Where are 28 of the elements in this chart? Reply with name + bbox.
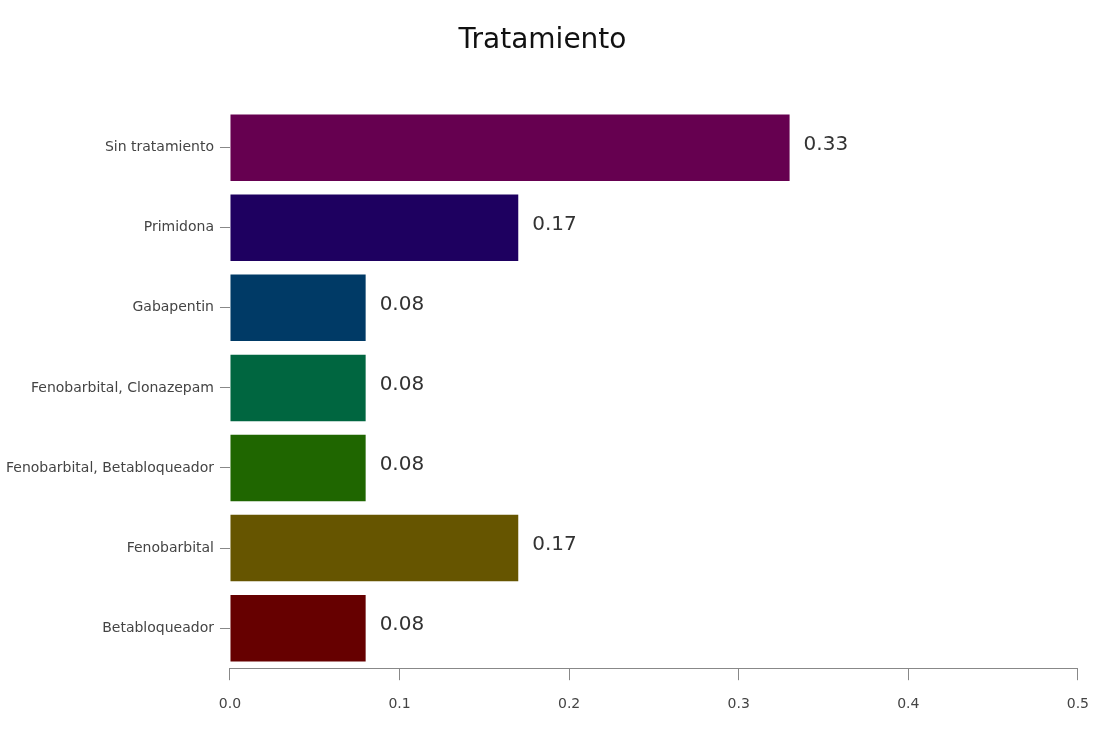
y-tick-label: Fenobarbital: [126, 538, 214, 555]
data-label: 0.08: [379, 611, 425, 636]
bar: [230, 274, 366, 342]
x-tick-label: 0.2: [558, 695, 581, 712]
x-tick-label: 0.4: [897, 695, 920, 712]
y-tick-label: Primidona: [143, 218, 214, 235]
x-tick-label: 0.3: [727, 695, 750, 712]
bar: [230, 114, 790, 181]
y-tick-label: Betabloqueador: [102, 618, 215, 635]
bar: [230, 594, 366, 662]
data-label: 0.33: [803, 130, 849, 155]
x-tick-label: 0.0: [218, 695, 242, 712]
data-label: 0.08: [379, 371, 425, 396]
y-tick-label: Fenobarbital, Betabloqueador: [6, 458, 215, 475]
bar: [230, 434, 366, 502]
data-label: 0.08: [379, 451, 425, 476]
bar: [230, 514, 519, 582]
bar: [230, 354, 366, 422]
y-tick-label: Sin tratamiento: [104, 138, 214, 155]
data-label: 0.08: [379, 291, 425, 316]
chart-title: Tratamiento: [457, 22, 627, 56]
data-label: 0.17: [532, 531, 577, 556]
bar: [230, 194, 519, 261]
y-tick-label: Fenobarbital, Clonazepam: [31, 378, 214, 395]
data-label: 0.17: [532, 210, 577, 235]
y-tick-label: Gabapentin: [132, 298, 214, 315]
x-tick-label: 0.5: [1066, 695, 1089, 712]
x-tick-label: 0.1: [388, 695, 411, 712]
